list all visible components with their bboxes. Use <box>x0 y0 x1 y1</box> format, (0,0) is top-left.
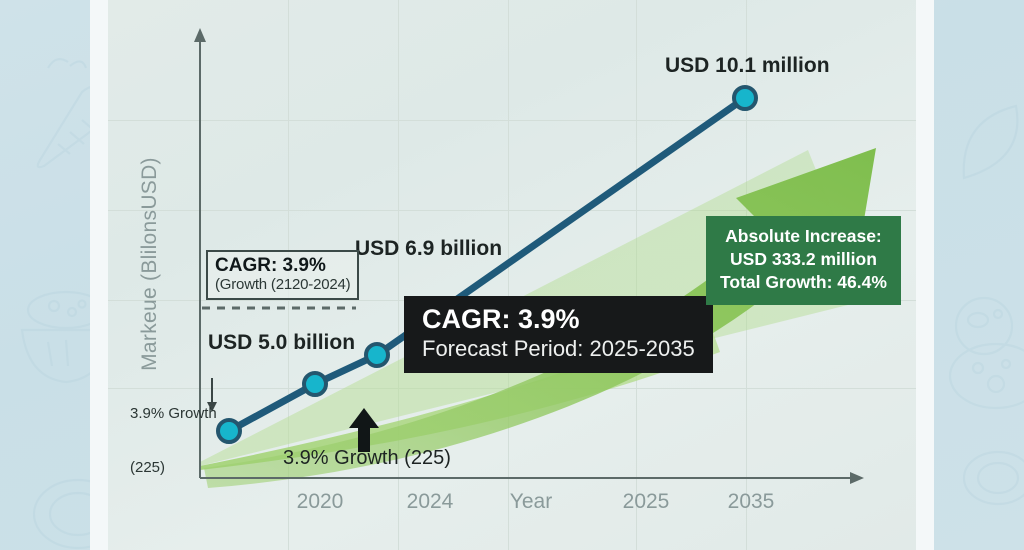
left-growth-line-2: (225) <box>130 459 166 476</box>
cagr-box-title: CAGR: 3.9% <box>215 255 326 276</box>
gridline-horizontal <box>108 120 916 121</box>
bottom-growth-annotation: 3.9% Growth (225) <box>283 447 451 469</box>
forecast-callout-headline: CAGR: 3.9% <box>422 304 580 334</box>
forecast-callout: CAGR: 3.9% Forecast Period: 2025-2035 <box>404 296 713 374</box>
data-label-top-value: USD 10.1 million <box>665 54 830 77</box>
cagr-box: CAGR: 3.9% (Growth (2120-2024) <box>206 250 360 300</box>
data-label-low-value: USD 5.0 billion <box>208 331 356 354</box>
x-axis-arrowhead <box>850 472 864 484</box>
x-tick-label: 2024 <box>406 490 454 513</box>
data-point-marker <box>732 85 758 111</box>
panel-gutter-left <box>90 0 108 550</box>
chart-panel: Markeue (BlilonsUSD) USD 10.1 million US… <box>108 0 916 550</box>
left-growth-annotation: 3.9% Growth (225) <box>130 369 217 513</box>
summary-box: Absolute Increase: USD 333.2 million Tot… <box>706 216 901 305</box>
data-point-marker <box>302 371 328 397</box>
leaf-doodle <box>962 104 1019 180</box>
bowl-doodle <box>20 290 112 384</box>
data-line <box>225 94 749 435</box>
summary-box-line-1: Absolute Increase: <box>725 226 882 246</box>
data-label-mid-value: USD 6.9 billion <box>355 237 503 260</box>
gridline-vertical <box>508 0 509 550</box>
left-growth-line-1: 3.9% Growth <box>130 405 217 422</box>
x-tick-label: 2025 <box>622 490 670 513</box>
panel-gutter-right <box>916 0 934 550</box>
growth-arrow <box>204 148 876 488</box>
down-pointer-arrow <box>207 378 217 412</box>
data-point-marker <box>364 342 390 368</box>
y-axis-arrowhead <box>194 28 206 42</box>
spoon-doodle <box>962 450 1024 506</box>
forecast-callout-period: Forecast Period: 2025-2035 <box>422 335 695 361</box>
gridline-horizontal <box>108 210 916 211</box>
data-point-marker <box>216 418 242 444</box>
gridline-vertical <box>398 0 399 550</box>
x-tick-label: 2020 <box>296 490 344 513</box>
noodle-bowl-doodle <box>948 296 1024 410</box>
up-pointer-arrow <box>349 408 379 452</box>
x-tick-label: 2035 <box>727 490 775 513</box>
y-axis-label: Markeue (BlilonsUSD) <box>138 157 161 371</box>
cagr-box-subtitle: (Growth (2120-2024) <box>215 276 351 294</box>
summary-box-line-2: USD 333.2 million <box>730 248 877 269</box>
x-axis-title: Year <box>509 490 553 513</box>
summary-box-line-3: Total Growth: 46.4% <box>720 271 887 292</box>
